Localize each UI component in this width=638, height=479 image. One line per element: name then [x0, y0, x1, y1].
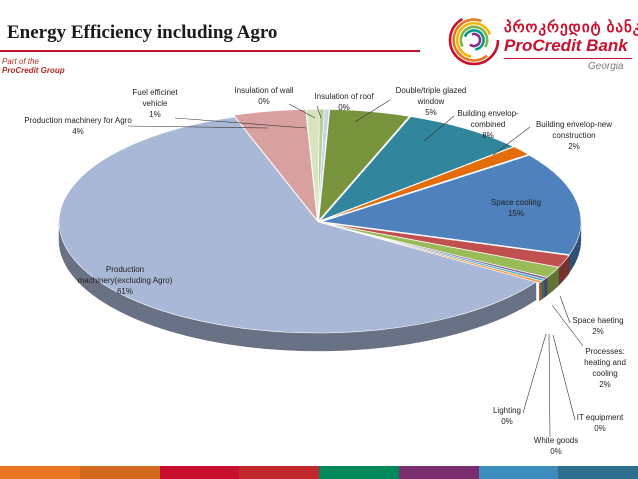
pie-slice-prodex [58, 116, 537, 334]
pie-slice-agro [233, 109, 318, 222]
leader-line-roof [316, 105, 322, 119]
footer-strip-segment [558, 466, 638, 479]
leader-line-heating [559, 295, 571, 324]
pie-slice-cooling [321, 154, 582, 255]
leader-line-window [354, 99, 391, 123]
leader-line-newcons [492, 126, 531, 156]
pie-slice-roof [317, 109, 330, 221]
leader-line-vehicle [174, 117, 307, 129]
data-label-combined: Building envelop-combined 8% [457, 109, 519, 140]
pie-side-white [541, 278, 545, 300]
leader-line-agro [127, 125, 269, 129]
footer-strip-segment [398, 466, 479, 479]
footer-strip-segment [0, 466, 80, 479]
footer-strip-segment [239, 466, 319, 479]
data-label-vehicle: Fuel efficinet vehicle 1% [132, 88, 178, 119]
pie-slice-window [318, 109, 410, 222]
sun-rings-logo-icon [448, 14, 500, 66]
data-label-lighting: Lighting 0% [493, 406, 521, 426]
leader-line-wall [288, 103, 316, 119]
footer-strip-segment [159, 466, 240, 479]
footer-strip-segment [478, 466, 559, 479]
data-label-wall: Insulation of wall 0% [234, 86, 293, 106]
footer-color-strip [0, 466, 638, 479]
procredit-bank-logo: პროკრედიტ ბანკი ProCredit Bank Georgia [448, 14, 638, 76]
data-label-white: White goods 0% [534, 436, 578, 456]
data-label-roof: Insulation of roof 0% [314, 92, 374, 112]
leader-line-white [548, 333, 551, 438]
data-label-newcons: Building envelop-new construction 2% [536, 120, 612, 151]
pie-slice-vehicle [305, 108, 320, 221]
logo-country: Georgia [588, 61, 624, 72]
leader-line-it [552, 334, 576, 421]
slide-title: Energy Efficiency including Agro [7, 22, 278, 43]
data-label-process: Processes: heating and cooling 2% [584, 347, 626, 389]
logo-georgian-name: პროკრედიტ ბანკი [504, 19, 638, 36]
pie-side-it [544, 277, 548, 298]
procredit-group-tag: Part of the ProCredit Group [2, 57, 65, 75]
leader-line-process [551, 304, 584, 347]
footer-strip-segment [79, 466, 160, 479]
data-label-prodex: Production machinery(excluding Agro) 61% [78, 265, 173, 296]
leader-line-lighting [522, 333, 547, 414]
data-label-agro: Production machinery for Agro 4% [24, 116, 132, 136]
data-label-it: IT equipment 0% [577, 413, 624, 433]
footer-strip-segment [319, 466, 399, 479]
pie-slice-newcons [320, 146, 530, 222]
data-label-window: Double/triple glazed window 5% [396, 86, 467, 117]
group-tag-line2: ProCredit Group [2, 66, 65, 75]
pie-slice-combined [320, 116, 514, 221]
title-divider [0, 50, 420, 52]
data-label-cooling: Space cooling 15% [491, 198, 541, 218]
logo-divider [504, 58, 632, 59]
pie-side-lighting [539, 280, 543, 302]
logo-bank-name: ProCredit Bank [504, 36, 628, 55]
leader-line-combined [423, 115, 455, 142]
data-label-heating: Space haeting 2% [572, 316, 623, 336]
group-tag-line1: Part of the [2, 57, 39, 66]
